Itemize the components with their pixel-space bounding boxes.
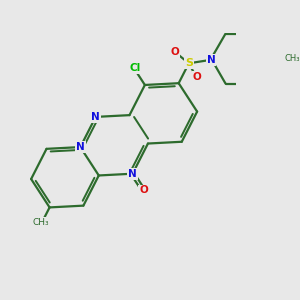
Text: N: N: [128, 169, 137, 179]
Text: N: N: [76, 142, 85, 152]
Text: Cl: Cl: [129, 63, 140, 73]
Text: CH₃: CH₃: [33, 218, 49, 227]
Text: N: N: [207, 55, 215, 65]
Text: N: N: [207, 55, 215, 65]
Text: O: O: [171, 47, 180, 57]
Text: N: N: [91, 112, 100, 122]
Text: S: S: [185, 58, 193, 68]
Text: N: N: [76, 142, 85, 152]
Text: O: O: [139, 185, 148, 195]
Text: CH₃: CH₃: [285, 54, 300, 63]
Text: O: O: [192, 72, 201, 82]
